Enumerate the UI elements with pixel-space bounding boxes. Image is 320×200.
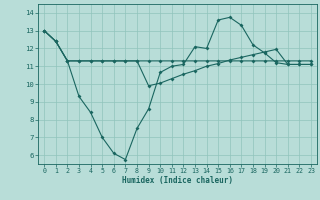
X-axis label: Humidex (Indice chaleur): Humidex (Indice chaleur) — [122, 176, 233, 185]
